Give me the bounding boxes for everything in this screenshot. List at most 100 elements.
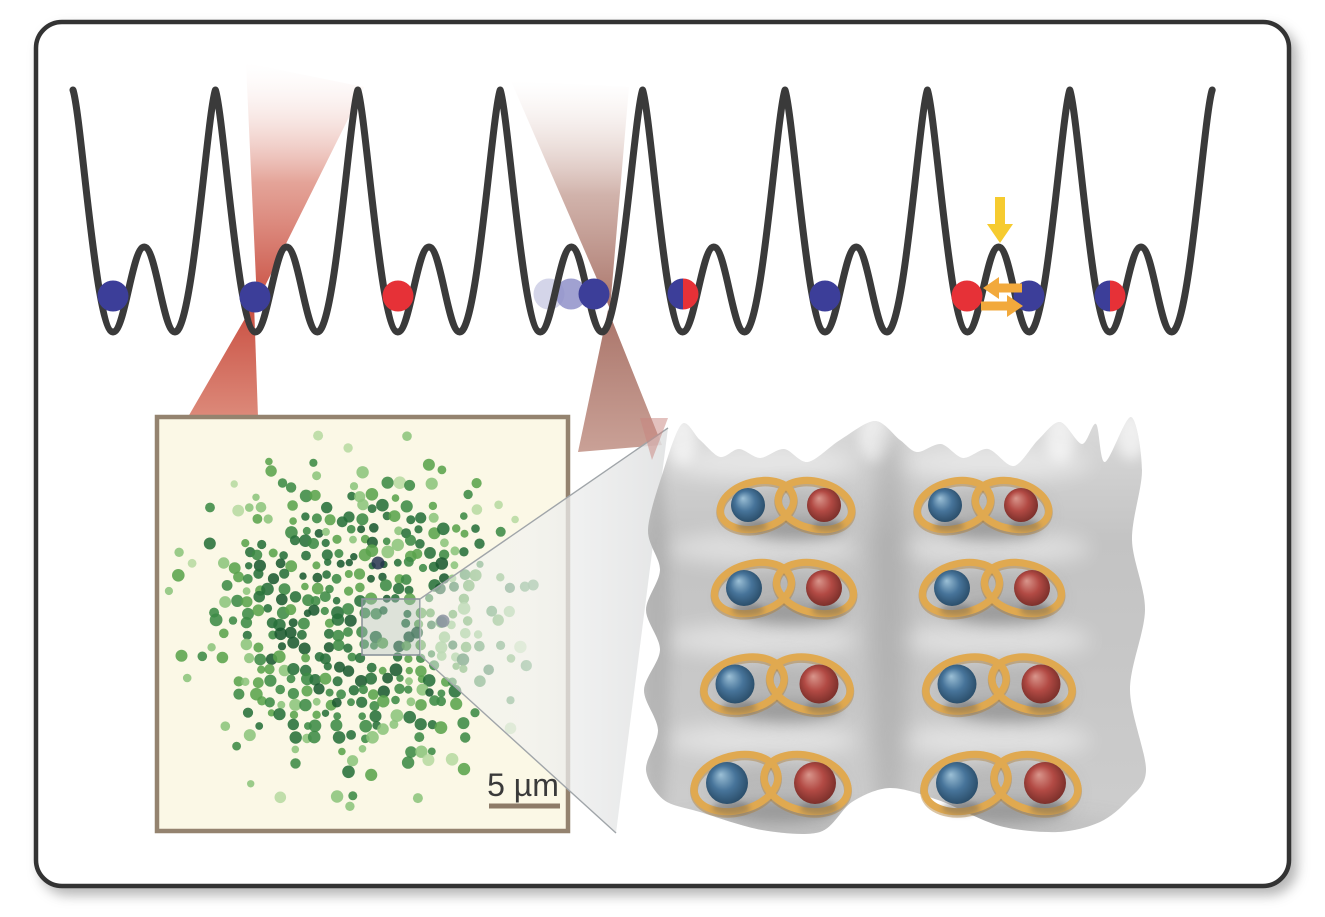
entangled-pair-row4-col2 (920, 750, 1082, 818)
magnifier-top-edge (419, 427, 669, 600)
green-atom-dot (311, 513, 322, 524)
ridge-highlight (901, 446, 1091, 480)
magnifier-sheet (420, 428, 668, 833)
green-atom-dot (415, 745, 428, 758)
green-atom-dot (353, 568, 366, 580)
green-atom-dot (354, 595, 366, 607)
green-atom-dot (366, 731, 379, 744)
green-atom-dot (334, 549, 344, 558)
green-atom-dot (434, 721, 448, 734)
green-atom-dot (228, 562, 241, 574)
green-atom-dot (276, 593, 288, 606)
green-atom-dot (301, 653, 310, 663)
green-atom-dot (358, 745, 367, 753)
green-atom-dot (332, 629, 345, 642)
green-atom-dot (406, 697, 416, 707)
green-atom-dot (404, 685, 413, 694)
green-atom-dot (343, 443, 353, 453)
beam-overlap-highlight (640, 418, 668, 460)
atom-ghost-2 (555, 278, 587, 310)
green-atom-dot (252, 677, 264, 689)
green-atom-dot (415, 665, 427, 677)
green-atom-dot (233, 688, 245, 700)
green-atom-dot (350, 553, 358, 561)
green-atom-dot (402, 431, 412, 442)
green-atom-dot (422, 458, 435, 471)
potential-curve (69, 86, 1216, 336)
green-atom-dot (403, 609, 412, 618)
green-atom-dot (175, 649, 188, 662)
green-atom-dot (312, 697, 321, 706)
green-atom-dot (330, 719, 343, 732)
green-atom-dot (314, 529, 324, 538)
green-atom-dot (264, 664, 275, 675)
green-atom-dot (309, 458, 318, 467)
green-atom-dot (391, 538, 404, 552)
green-atom-dot (347, 491, 356, 501)
green-atom-dot (450, 561, 459, 570)
green-atom-dot (367, 574, 375, 583)
green-atom-dot (414, 718, 427, 731)
entangled-pair-row4-col1 (690, 750, 852, 818)
green-atom-dot (428, 501, 438, 511)
green-atom-dot (424, 547, 436, 559)
green-atom-dot (425, 688, 434, 697)
green-atom-dot (391, 695, 400, 705)
entanglement-ribbon-loop (772, 558, 858, 618)
red-atom-sphere (1014, 570, 1050, 606)
blue-atom-sphere (934, 570, 970, 606)
green-atom-dot (356, 513, 369, 526)
green-atom-dot (474, 538, 485, 549)
green-atom-dot (347, 652, 357, 662)
green-atom-dot (401, 756, 415, 769)
green-atom-dot (285, 482, 297, 493)
green-atom-dot (299, 489, 313, 503)
green-atom-dot (370, 641, 378, 650)
atom-left-half (1094, 280, 1110, 312)
green-atom-dot (242, 707, 254, 718)
green-atom-dot (450, 697, 463, 711)
atom-blue (239, 281, 271, 313)
green-atom-dot (334, 661, 345, 673)
green-atom-dot (349, 482, 359, 491)
green-atom-dot (332, 731, 346, 744)
blue-atom-sphere (715, 664, 755, 704)
green-atom-dot (405, 746, 417, 758)
green-atom-dot (379, 606, 388, 615)
green-atom-dot (355, 675, 368, 688)
magnifier-bottom-edge (419, 654, 617, 834)
atom-blue (809, 280, 841, 312)
green-atom-dot (309, 674, 322, 686)
red-sphere-shadow (800, 800, 838, 816)
entangled-pair-row1-col1 (716, 476, 856, 536)
green-atom-dot (174, 547, 184, 557)
green-atom-dot (414, 732, 425, 743)
green-atom-dot (289, 731, 302, 744)
green-atom-dot (356, 466, 369, 479)
entanglement-ribbon-loop (990, 750, 1082, 816)
green-atom-dot (267, 709, 275, 717)
green-atom-dot (415, 512, 427, 524)
green-atom-dot (365, 488, 379, 501)
green-atom-dot (332, 639, 345, 651)
green-atom-dot (255, 502, 267, 513)
red-sphere-shadow (1019, 603, 1053, 617)
green-atom-dot (299, 572, 307, 580)
green-atom-dot (263, 514, 273, 524)
green-atom-dot (308, 719, 322, 733)
green-atom-dot (358, 684, 368, 695)
green-atom-dot (470, 708, 480, 718)
green-atom-dot (471, 524, 480, 533)
green-atom-dot (233, 676, 244, 687)
green-atom-dot (275, 558, 286, 569)
green-atom-dot (324, 514, 336, 526)
green-atom-dot (336, 559, 345, 568)
blue-sphere-shadow (736, 520, 768, 532)
green-atom-dot (240, 616, 253, 629)
entanglement-ribbon-loop (980, 558, 1066, 618)
green-atom-dot (240, 638, 253, 651)
green-atom-dot (286, 674, 296, 684)
entangled-pair-row1-col2 (913, 476, 1053, 536)
green-atom-dot (312, 561, 321, 570)
